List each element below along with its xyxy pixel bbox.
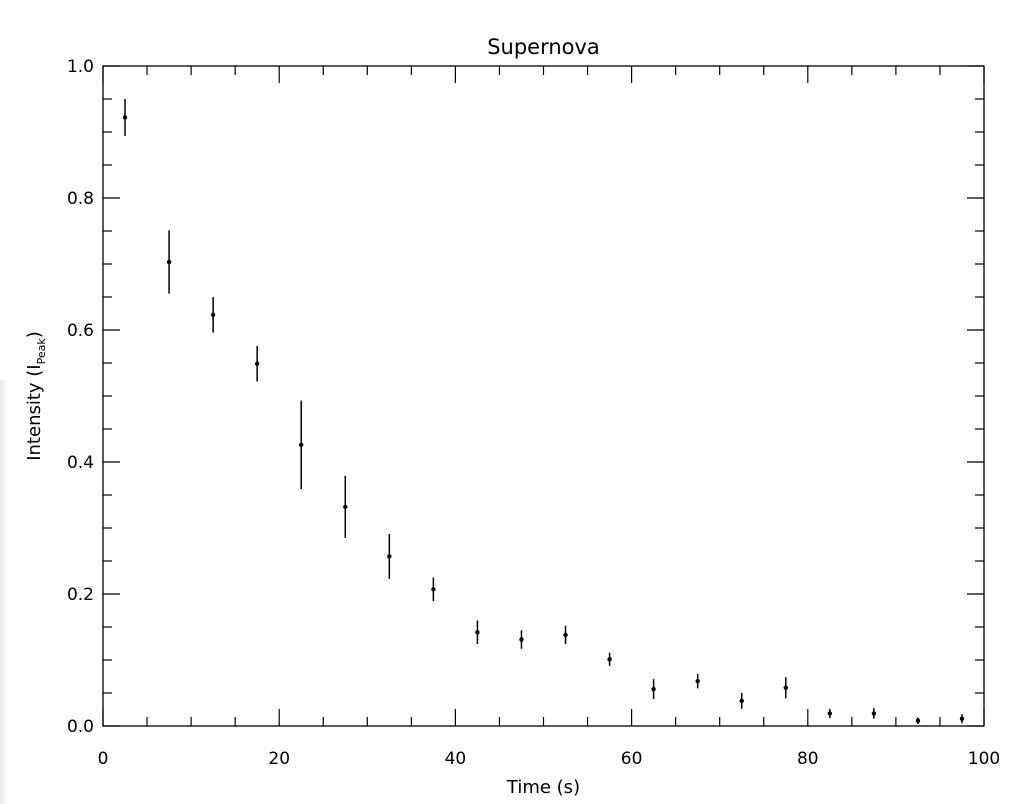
chart-title: Supernova bbox=[487, 35, 600, 59]
data-point bbox=[959, 716, 965, 721]
data-point bbox=[431, 587, 436, 592]
y-tick-label: 0.2 bbox=[67, 585, 94, 605]
data-point bbox=[519, 637, 524, 642]
data-point bbox=[387, 554, 392, 559]
x-tick-label: 0 bbox=[98, 749, 109, 769]
data-points bbox=[122, 99, 965, 725]
plot-frame bbox=[102, 65, 985, 727]
x-axis-label: Time (s) bbox=[506, 777, 580, 798]
y-axis-label-main: Intensity (I bbox=[24, 364, 45, 460]
x-tick-label: 40 bbox=[445, 749, 467, 769]
data-point bbox=[563, 632, 568, 638]
y-tick-label: 0.6 bbox=[67, 321, 94, 341]
data-point bbox=[827, 711, 833, 716]
y-tick-label: 1.0 bbox=[67, 57, 94, 77]
x-tick-label: 60 bbox=[621, 749, 643, 769]
y-tick-label: 0.4 bbox=[67, 453, 94, 473]
x-tick-label: 80 bbox=[797, 749, 819, 769]
y-axis-label-subscript: Peak bbox=[35, 338, 48, 365]
data-point bbox=[210, 312, 216, 318]
x-tick-label: 100 bbox=[968, 749, 1000, 769]
data-point bbox=[475, 630, 480, 635]
edge-shade bbox=[0, 380, 8, 804]
data-point bbox=[871, 711, 877, 716]
data-point bbox=[915, 718, 921, 723]
data-point bbox=[343, 504, 348, 510]
axis-ticks bbox=[102, 65, 985, 727]
data-point bbox=[651, 686, 656, 692]
data-point bbox=[607, 657, 612, 662]
y-axis-label-close: ) bbox=[24, 331, 45, 338]
axis-tick-labels: 0 20 40 60 80 100 0.0 0.2 0.4 0.6 0.8 1.0 bbox=[67, 57, 1000, 769]
data-point bbox=[122, 115, 128, 120]
x-tick-label: 20 bbox=[268, 749, 290, 769]
data-point bbox=[695, 678, 700, 684]
data-point bbox=[739, 698, 744, 704]
data-point bbox=[254, 361, 260, 366]
y-tick-label: 0.0 bbox=[67, 717, 94, 737]
y-tick-label: 0.8 bbox=[67, 189, 94, 209]
y-axis-label: Intensity (IPeak) bbox=[24, 331, 48, 461]
data-point bbox=[783, 685, 788, 690]
data-point bbox=[299, 442, 304, 448]
data-point bbox=[166, 259, 172, 265]
